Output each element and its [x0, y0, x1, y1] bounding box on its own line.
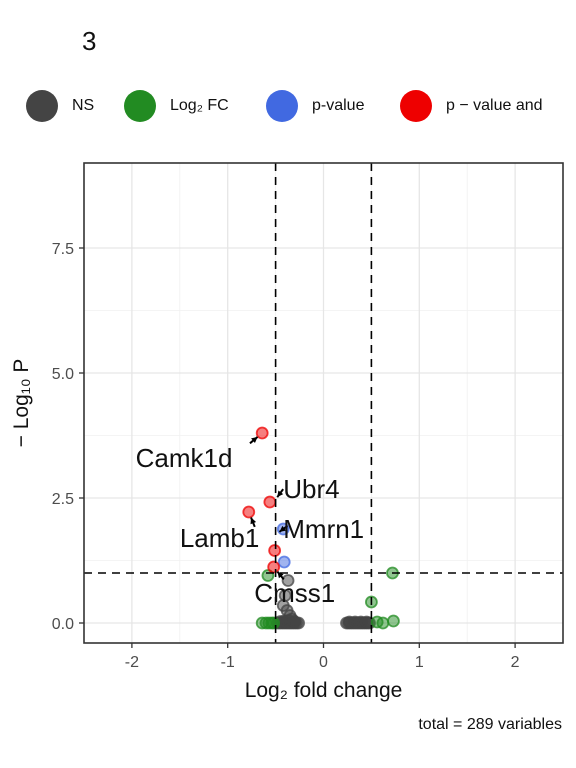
data-point — [387, 614, 400, 628]
connector-arrow-icon — [277, 571, 284, 579]
legend-item-pvalue-and: p − value and — [400, 86, 543, 126]
annotations-layer: Camk1d Ubr4 Lamb1 Mmrn1 Cmss1 — [136, 436, 364, 608]
data-point — [255, 426, 269, 440]
points-layer — [242, 426, 400, 630]
x-tick-label: -2 — [125, 654, 139, 671]
legend-dot-icon — [124, 90, 156, 122]
data-point — [277, 555, 291, 569]
y-tick-label: 2.5 — [52, 491, 74, 508]
x-tick-label: 2 — [511, 654, 520, 671]
x-tick-label: 0 — [319, 654, 328, 671]
chart-title: 3 — [82, 26, 97, 56]
x-tick-label: 1 — [415, 654, 424, 671]
legend-label: NS — [72, 97, 95, 114]
y-tick-label: 5.0 — [52, 366, 74, 383]
tick-labels: -2 -1 0 1 2 0.0 2.5 5.0 7.5 — [52, 241, 520, 671]
gene-label: Ubr4 — [283, 474, 339, 504]
gene-label: Camk1d — [136, 443, 233, 473]
legend: NS Log₂ FC p-value p − value and — [0, 86, 576, 126]
threshold-lines — [84, 163, 563, 643]
connector-arrow-icon — [279, 525, 287, 532]
gene-label: Mmrn1 — [283, 514, 364, 544]
legend-dot-icon — [266, 90, 298, 122]
axis-ticks — [79, 247, 516, 648]
data-point — [281, 574, 295, 587]
y-axis-title: − Log₁₀ P — [10, 359, 33, 448]
legend-label: Log₂ FC — [170, 97, 229, 114]
legend-label: p-value — [312, 97, 365, 114]
legend-dot-icon — [26, 90, 58, 122]
gene-label: Cmss1 — [254, 578, 335, 608]
data-point — [360, 615, 374, 629]
legend-item-pvalue: p-value — [266, 86, 364, 126]
connector-arrow-icon — [277, 490, 284, 498]
connector-arrow-icon — [250, 517, 257, 525]
connector-arrow-icon — [251, 436, 258, 444]
data-point — [287, 614, 301, 628]
footer-caption: total = 289 variables — [418, 716, 562, 733]
y-tick-label: 7.5 — [52, 241, 74, 258]
data-point — [268, 544, 282, 557]
data-point — [267, 560, 281, 574]
x-tick-label: -1 — [221, 654, 235, 671]
major-grid — [84, 163, 563, 643]
legend-label: p − value and — [446, 97, 543, 114]
data-point — [267, 616, 281, 630]
data-point — [370, 615, 384, 629]
legend-item-ns: NS — [26, 86, 94, 126]
data-point — [263, 495, 277, 509]
data-point — [242, 505, 256, 519]
x-axis-title: Log₂ fold change — [245, 679, 403, 702]
legend-item-log2fc: Log₂ FC — [124, 86, 229, 126]
legend-dot-icon — [400, 90, 432, 122]
gene-label: Lamb1 — [180, 523, 260, 553]
y-tick-label: 0.0 — [52, 616, 74, 633]
